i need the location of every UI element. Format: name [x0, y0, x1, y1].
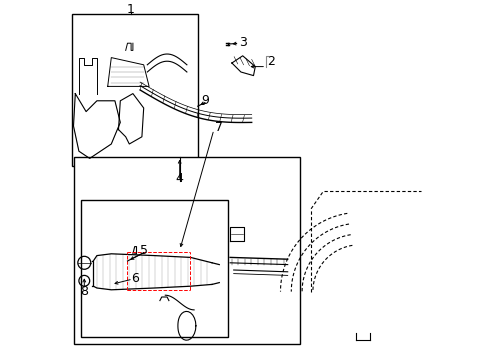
Text: 9: 9 [201, 94, 208, 107]
Text: 2: 2 [267, 55, 275, 68]
Text: 8: 8 [80, 285, 88, 298]
Text: 3: 3 [238, 36, 246, 49]
Text: 7: 7 [215, 121, 223, 134]
Text: 1: 1 [127, 3, 135, 15]
Bar [81, 200, 228, 337]
Text: 5: 5 [140, 244, 147, 257]
Bar [73, 157, 300, 344]
Text: 4: 4 [175, 172, 183, 185]
Bar [72, 14, 197, 166]
Text: 6: 6 [130, 273, 139, 285]
